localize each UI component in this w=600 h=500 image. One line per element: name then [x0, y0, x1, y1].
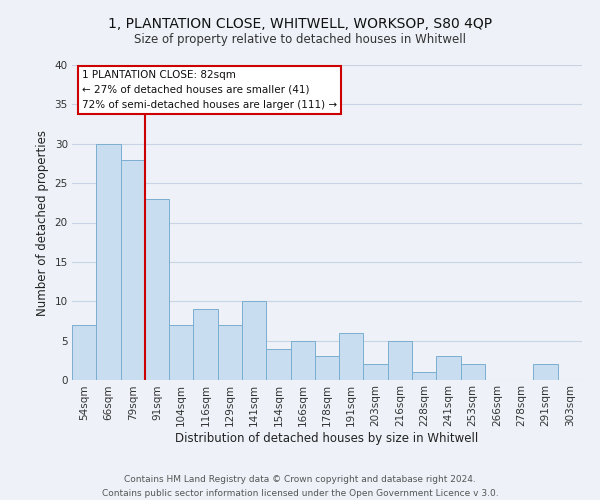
Bar	[339, 333, 364, 380]
Bar	[436, 356, 461, 380]
Y-axis label: Number of detached properties: Number of detached properties	[36, 130, 49, 316]
Text: 1 PLANTATION CLOSE: 82sqm
← 27% of detached houses are smaller (41)
72% of semi-: 1 PLANTATION CLOSE: 82sqm ← 27% of detac…	[82, 70, 337, 110]
Bar	[266, 348, 290, 380]
Bar	[388, 340, 412, 380]
Bar	[242, 301, 266, 380]
Bar	[96, 144, 121, 380]
Bar	[193, 309, 218, 380]
Bar	[218, 325, 242, 380]
Bar	[412, 372, 436, 380]
Bar	[121, 160, 145, 380]
X-axis label: Distribution of detached houses by size in Whitwell: Distribution of detached houses by size …	[175, 432, 479, 445]
Bar	[169, 325, 193, 380]
Text: Size of property relative to detached houses in Whitwell: Size of property relative to detached ho…	[134, 32, 466, 46]
Bar	[145, 199, 169, 380]
Bar	[315, 356, 339, 380]
Bar	[461, 364, 485, 380]
Bar	[290, 340, 315, 380]
Bar	[72, 325, 96, 380]
Bar	[364, 364, 388, 380]
Bar	[533, 364, 558, 380]
Text: 1, PLANTATION CLOSE, WHITWELL, WORKSOP, S80 4QP: 1, PLANTATION CLOSE, WHITWELL, WORKSOP, …	[108, 18, 492, 32]
Text: Contains HM Land Registry data © Crown copyright and database right 2024.
Contai: Contains HM Land Registry data © Crown c…	[101, 476, 499, 498]
